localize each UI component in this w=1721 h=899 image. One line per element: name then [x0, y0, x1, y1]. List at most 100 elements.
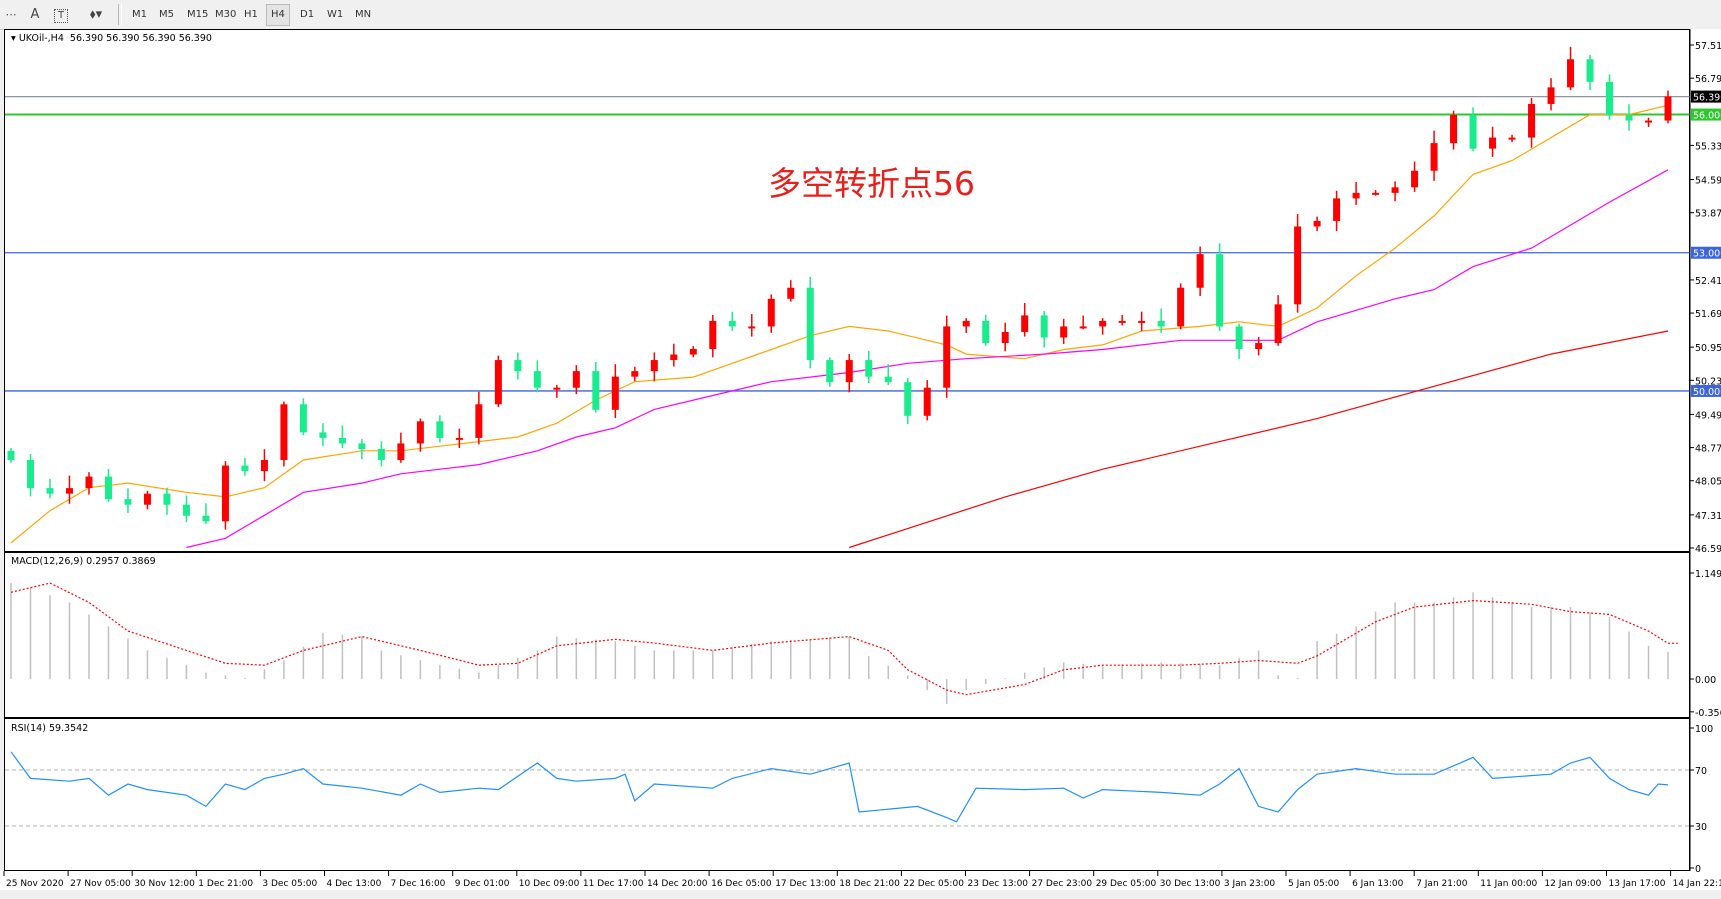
time-tick-label: 12 Jan 09:00 — [1544, 879, 1601, 889]
rsi-line — [10, 751, 1669, 823]
time-axis-bg — [0, 871, 1721, 890]
candle-up — [1547, 87, 1555, 104]
time-tick-label: 18 Dec 21:00 — [839, 879, 900, 889]
candle-up — [709, 320, 717, 350]
timeframe-m15[interactable]: M15 — [187, 9, 209, 20]
candle-up — [1489, 137, 1497, 149]
candle-up — [455, 437, 463, 440]
candle-down — [865, 360, 873, 377]
timeframe-w1[interactable]: W1 — [327, 9, 344, 20]
candle-up — [1196, 254, 1204, 288]
chart-toolbar: ⋯ A T ⬧▾ M1 M5 M15 M30 H1 H4 D1 W1 MN — [0, 0, 1721, 30]
time-tick-label: 16 Dec 05:00 — [711, 879, 772, 889]
symbol-header: ▾ UKOil-,H4 56.390 56.390 56.390 56.390 — [11, 33, 212, 44]
candle-up — [1118, 320, 1126, 323]
price-tick-label: 46.590 — [1695, 544, 1721, 555]
candle-down — [1469, 115, 1477, 149]
candle-down — [163, 493, 171, 505]
candle-up — [670, 354, 678, 361]
time-tick-label: 27 Dec 23:00 — [1032, 879, 1093, 889]
candle-down — [806, 287, 814, 361]
candle-down — [1157, 320, 1165, 327]
price-tick-label: 57.510 — [1695, 41, 1721, 52]
level-tag-label: 56.000 — [1693, 111, 1721, 122]
candle-up — [845, 360, 853, 383]
price-tick-label: 51.690 — [1695, 309, 1721, 320]
candle-up — [553, 387, 561, 390]
timeframe-h1[interactable]: H1 — [244, 9, 258, 20]
candle-up — [1001, 331, 1009, 344]
arrows-icon[interactable]: ⬧▾ — [89, 7, 103, 22]
candle-up — [787, 287, 795, 299]
time-tick-label: 17 Dec 13:00 — [775, 879, 836, 889]
timeframe-m1[interactable]: M1 — [132, 9, 147, 20]
grid-icon[interactable]: ⋯ — [5, 8, 17, 21]
candle-up — [1411, 170, 1419, 188]
candle-up — [221, 465, 229, 522]
timeframe-m30[interactable]: M30 — [215, 9, 237, 20]
time-tick-label: 7 Jan 21:00 — [1416, 879, 1468, 889]
timeframe-m5[interactable]: M5 — [159, 9, 174, 20]
candle-up — [1021, 315, 1029, 332]
candle-down — [124, 499, 132, 505]
candle-up — [475, 404, 483, 438]
rsi-pane[interactable]: RSI(14) 59.3542 — [4, 718, 1690, 871]
candle-up — [1294, 226, 1302, 305]
candle-down — [533, 371, 541, 388]
macd-tick-label: -0.356 — [1695, 708, 1721, 719]
candle-up — [1391, 187, 1399, 193]
candle-up — [1567, 59, 1575, 88]
text-box-icon[interactable]: T — [54, 9, 68, 23]
timeframe-d1[interactable]: D1 — [300, 9, 315, 20]
candle-down — [338, 437, 346, 444]
candle-up — [962, 320, 970, 327]
timeframe-h4[interactable]: H4 — [266, 4, 290, 26]
candle-up — [1372, 192, 1380, 195]
candle-up — [689, 349, 697, 355]
rsi-tick-label: 100 — [1695, 724, 1713, 735]
candle-up — [1352, 192, 1360, 199]
candle-up — [260, 460, 268, 472]
candle-up — [397, 443, 405, 461]
candle-down — [436, 421, 444, 438]
price-tick-label: 56.790 — [1695, 74, 1721, 85]
price-tick-label: 50.230 — [1695, 376, 1721, 387]
candle-down — [299, 404, 307, 433]
time-tick-label: 25 Nov 2020 — [6, 879, 64, 889]
time-tick-label: 11 Dec 17:00 — [583, 879, 644, 889]
rsi-tick-label: 70 — [1695, 766, 1707, 777]
time-tick-label: 1 Dec 21:00 — [198, 879, 253, 889]
candle-up — [650, 360, 658, 372]
candle-up — [85, 476, 93, 489]
time-tick-label: 4 Dec 13:00 — [327, 879, 382, 889]
rsi-label: RSI(14) 59.3542 — [11, 723, 89, 734]
collapse-triangle-icon[interactable]: ▾ — [11, 33, 16, 44]
price-chart-pane[interactable]: ▾ UKOil-,H4 56.390 56.390 56.390 56.390 — [4, 29, 1690, 552]
candle-up — [748, 326, 756, 329]
timeframe-mn[interactable]: MN — [355, 9, 372, 20]
macd-signal-line — [10, 582, 1678, 696]
ma-mid-line — [186, 169, 1669, 549]
level-tag — [1691, 108, 1721, 121]
price-tick-label: 53.870 — [1695, 209, 1721, 220]
candle-up — [143, 493, 151, 505]
candle-down — [377, 448, 385, 461]
candle-up — [1099, 320, 1107, 327]
candle-down — [1216, 254, 1224, 327]
rsi-tick-label: 30 — [1695, 822, 1707, 833]
time-tick-label: 14 Dec 20:00 — [647, 879, 708, 889]
time-tick-label: 22 Dec 05:00 — [903, 879, 964, 889]
candle-down — [241, 465, 249, 472]
candle-up — [1645, 120, 1653, 123]
candle-down — [182, 504, 190, 516]
candle-down — [202, 515, 210, 522]
text-A-icon[interactable]: A — [30, 7, 40, 22]
time-tick-label: 23 Dec 13:00 — [968, 879, 1029, 889]
time-tick-label: 5 Jan 05:00 — [1288, 879, 1340, 889]
candle-up — [494, 360, 502, 405]
candle-down — [592, 371, 600, 410]
price-tick-label: 55.330 — [1695, 141, 1721, 152]
candle-down — [358, 443, 366, 449]
candle-up — [1430, 143, 1438, 171]
candle-down — [104, 476, 112, 500]
